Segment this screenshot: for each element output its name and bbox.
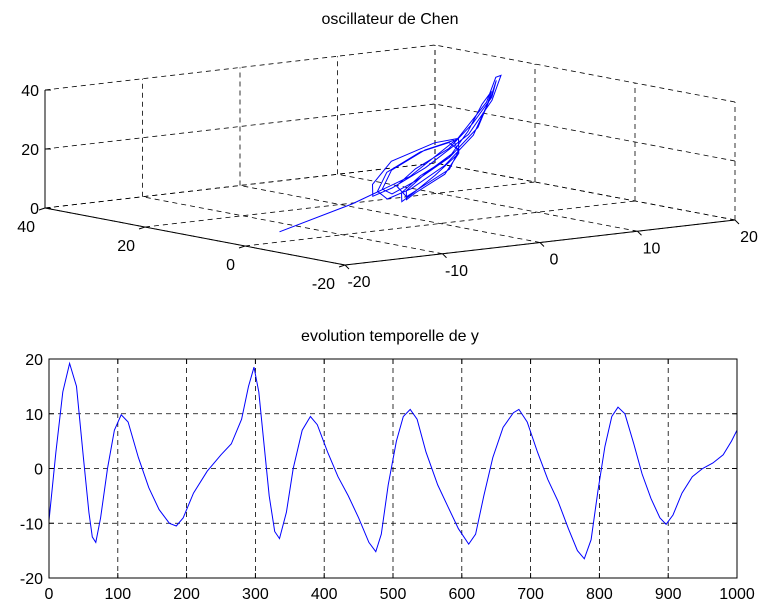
y-tick-label: 0 [34,462,43,479]
chart-2d-grid [49,359,737,578]
chart-2d-ticks: 0 100 200 300 400 500 600 700 800 900 1000 -20 -10 0 1… [20,352,755,603]
x-tick-label: 700 [517,586,544,603]
z-tick-label: 40 [21,83,39,100]
x-tick-mark [442,253,447,259]
x-tick-mark [637,230,642,236]
y-tick-mark [238,245,246,249]
y-tick-label: 0 [226,257,235,274]
y-tick-mark [338,264,346,268]
x-tick-label: 0 [550,252,559,269]
x-tick-label: -20 [347,274,370,291]
chart-2d-title: evolution temporelle de y [301,328,479,345]
x-tick-label: 10 [643,240,661,257]
grid-floor-y [244,200,636,247]
y-tick-label: -10 [20,516,43,533]
grid-backwall-z [44,162,436,209]
x-tick-label: 900 [655,586,682,603]
x-tick-label: 500 [380,586,407,603]
y-tick-mark [138,226,146,230]
chart-2d: evolution temporelle de y 0 100 200 300 400 5… [20,328,755,603]
y-tick-label: -20 [20,571,43,588]
chart-3d-trace [279,74,502,233]
grid-sidewall-z [434,44,736,103]
chart-3d-axes [38,89,740,270]
y-tick-label: 20 [25,352,43,369]
grid-floor-x [337,173,638,232]
y-tick-label: 20 [117,238,135,255]
chen-attractor-trajectory [279,74,502,233]
x-tick-label: 800 [586,586,613,603]
x-tick-mark [344,264,350,270]
x-tick-label: 400 [311,586,338,603]
chart-2d-frame [48,358,738,579]
grid-backwall-z [44,44,436,91]
x-tick-mark [734,219,740,225]
x-tick-label: -10 [445,263,468,280]
y-axis [44,207,346,266]
grid-floor-x [142,196,443,255]
grid-floor-y [144,181,536,228]
x-tick-label: 100 [104,586,131,603]
grid-sidewall-z [434,162,736,221]
x-tick-label: 600 [448,586,475,603]
x-tick-label: 200 [173,586,200,603]
x-tick-label: 20 [740,229,758,246]
grid-floor-x [239,185,541,243]
x-tick-label: 1000 [719,586,755,603]
grid-sidewall-z [434,103,736,162]
x-tick-label: 0 [45,586,54,603]
chart-2d-trace [48,361,738,560]
x-tick-mark [539,242,545,247]
z-tick-label: 20 [21,142,39,159]
plot-frame [48,358,738,579]
y-time-series-line [48,361,738,560]
y-tick-label: 10 [25,407,43,424]
chart-3d-title: oscillateur de Chen [322,11,459,28]
y-tick-label: -20 [312,276,335,293]
y-tick-label: 40 [17,219,35,236]
x-tick-label: 300 [242,586,269,603]
grid-backwall-z [44,103,436,150]
chart-3d: oscillateur de Chen -20-1001020-20020400… [17,11,758,293]
y-tick-mark [38,207,46,211]
z-tick-label: 0 [30,201,39,218]
